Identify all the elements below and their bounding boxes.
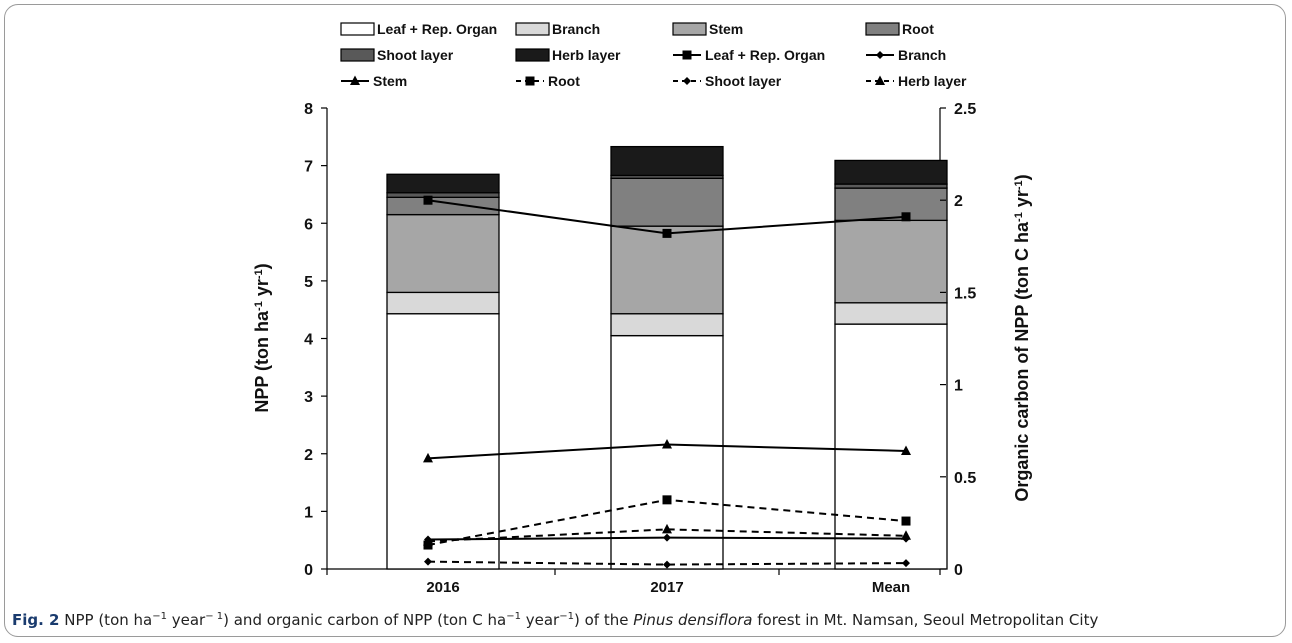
caption-text-1: NPP (ton ha <box>59 611 153 629</box>
legend-label: Stem <box>709 21 743 37</box>
bar-series-group <box>386 145 948 570</box>
legend-label: Branch <box>552 21 600 37</box>
bar-segment-leaf-rep-organ <box>386 313 500 570</box>
point-leaf-rep-organ <box>662 228 672 238</box>
caption-text-2: year <box>166 611 206 629</box>
bar-segment-leaf-rep-organ <box>834 323 948 570</box>
x-tick-label: 2017 <box>650 579 683 596</box>
legend-label: Shoot layer <box>705 73 782 89</box>
legend: Leaf + Rep. Organ Branch Stem Root Shoot lay… <box>340 21 967 89</box>
y-axis-title-right: Organic carbon of NPP (ton C ha-1 yr-1) <box>1012 174 1032 501</box>
bar-segment-stem <box>610 225 724 315</box>
tick-labels: 0 1 2 3 4 5 6 7 8 0 0.5 1 1.5 2 2.5 2016 2017 Mean <box>304 101 976 596</box>
caption-sup-3: −1 <box>506 611 521 622</box>
chart-svg: Leaf + Rep. Organ Branch Stem Root Shoot lay… <box>252 21 1032 596</box>
bar-segment-stem <box>834 219 948 304</box>
point-stem <box>423 452 433 463</box>
bar-segment-branch <box>386 291 500 315</box>
point-shoot-layer <box>424 557 432 566</box>
legend-marker <box>683 77 691 85</box>
legend-label: Branch <box>898 47 946 63</box>
legend-marker <box>682 50 692 60</box>
legend-swatch-stem <box>672 22 707 36</box>
caption-text-3: ) and organic carbon of NPP (ton C ha <box>223 611 507 629</box>
y-tick-label-right: 1 <box>954 378 963 395</box>
bar-segment-stem <box>386 213 500 294</box>
legend-marker <box>350 75 360 85</box>
figure-label: Fig. 2 <box>12 611 60 629</box>
caption-text-6: forest in Mt. Namsan, Seoul Metropolitan… <box>752 611 1099 629</box>
point-root <box>901 516 911 526</box>
point-herb-layer <box>662 523 672 534</box>
bar-segment-shoot-layer <box>386 192 500 198</box>
line-series-group <box>423 195 911 569</box>
legend-label: Stem <box>373 73 407 89</box>
point-stem <box>901 445 911 455</box>
legend-marker <box>525 76 535 86</box>
y-tick-label-right: 2 <box>954 193 963 210</box>
y-tick-label-left: 6 <box>304 216 313 233</box>
point-stem <box>662 439 672 449</box>
y-tick-label-left: 1 <box>304 504 313 521</box>
legend-label: Herb layer <box>898 73 967 89</box>
y-tick-label-left: 5 <box>304 274 313 291</box>
legend-label: Root <box>548 73 580 89</box>
legend-swatch-root <box>865 22 900 36</box>
bar-segment-herb-layer <box>834 159 948 185</box>
point-leaf-rep-organ <box>901 212 911 222</box>
y-tick-label-right: 2.5 <box>954 101 976 118</box>
legend-swatch-leaf-rep-organ <box>340 22 375 36</box>
y-tick-label-left: 7 <box>304 159 313 176</box>
bar-segment-herb-layer <box>610 145 724 177</box>
legend-label: Root <box>902 21 934 37</box>
y-tick-label-right: 0.5 <box>954 470 976 487</box>
bar-segment-root <box>386 196 500 216</box>
line-shoot-layer-dashed <box>427 560 907 566</box>
point-leaf-rep-organ <box>423 195 433 205</box>
y-tick-label-left: 4 <box>304 332 313 349</box>
point-shoot-layer <box>902 559 910 568</box>
point-herb-layer <box>901 530 911 540</box>
figure-caption: Fig. 2 NPP (ton ha−1 year− 1) and organi… <box>12 611 1284 629</box>
x-tick-label: Mean <box>872 579 910 596</box>
legend-label: Leaf + Rep. Organ <box>377 21 497 37</box>
legend-swatch-herb-layer <box>515 48 550 62</box>
y-tick-label-left: 8 <box>304 101 313 118</box>
bar-segment-herb-layer <box>386 173 500 194</box>
legend-marker <box>875 75 885 85</box>
point-herb-layer <box>423 535 433 546</box>
y-axis-title-left: NPP (ton ha-1 yr-1) <box>252 263 272 412</box>
legend-label: Leaf + Rep. Organ <box>705 47 825 63</box>
bar-segment-branch <box>834 302 948 325</box>
caption-text-4: year <box>520 611 560 629</box>
bar-segment-branch <box>610 313 724 337</box>
bar-segment-root <box>610 177 724 227</box>
point-branch <box>663 533 671 542</box>
point-root <box>662 495 672 505</box>
caption-species: Pinus densiflora <box>633 611 753 629</box>
legend-swatch-branch <box>515 22 550 36</box>
legend-label: Shoot layer <box>377 47 454 63</box>
y-tick-label-right: 0 <box>954 562 963 579</box>
legend-marker <box>876 51 884 59</box>
y-tick-label-left: 0 <box>304 562 313 579</box>
caption-sup-2: − 1 <box>205 611 224 622</box>
y-tick-label-left: 2 <box>304 447 313 464</box>
y-tick-label-right: 1.5 <box>954 285 976 302</box>
point-shoot-layer <box>663 560 671 569</box>
legend-swatch-shoot-layer <box>340 48 375 62</box>
caption-sup-4: −1 <box>559 611 574 622</box>
bar-segment-root <box>834 187 948 222</box>
caption-sup-1: −1 <box>152 611 167 622</box>
caption-text-5: ) of the <box>573 611 634 629</box>
x-tick-label: 2016 <box>426 579 459 596</box>
y-tick-label-left: 3 <box>304 389 313 406</box>
legend-label: Herb layer <box>552 47 621 63</box>
line-herb-layer-dashed <box>427 528 907 543</box>
